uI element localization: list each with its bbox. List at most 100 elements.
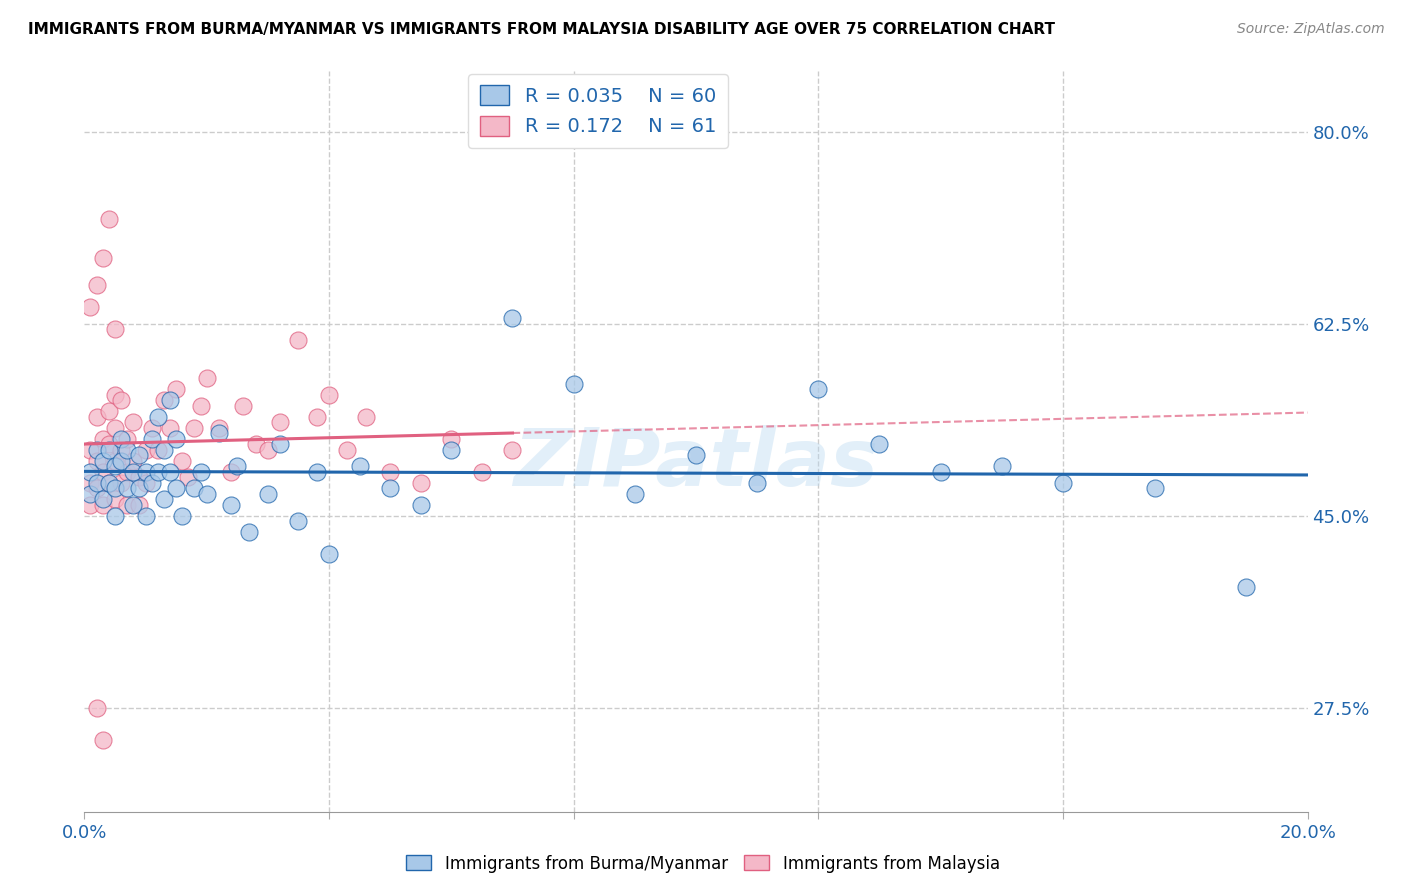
Point bbox=[380, 465, 402, 479]
Point bbox=[110, 393, 132, 408]
Point bbox=[238, 524, 260, 539]
Point bbox=[135, 465, 157, 479]
Point bbox=[349, 459, 371, 474]
Point bbox=[110, 442, 132, 457]
Point bbox=[219, 465, 242, 479]
Point bbox=[440, 432, 463, 446]
Point bbox=[257, 442, 280, 457]
Point bbox=[190, 399, 212, 413]
Point bbox=[91, 251, 114, 265]
Point bbox=[128, 481, 150, 495]
Point bbox=[165, 481, 187, 495]
Point bbox=[269, 415, 291, 429]
Point bbox=[183, 481, 205, 495]
Point bbox=[128, 498, 150, 512]
Point bbox=[97, 437, 120, 451]
Legend: R = 0.035    N = 60, R = 0.172    N = 61: R = 0.035 N = 60, R = 0.172 N = 61 bbox=[468, 74, 728, 148]
Point bbox=[177, 470, 200, 484]
Point bbox=[141, 475, 163, 490]
Text: ZIPatlas: ZIPatlas bbox=[513, 425, 879, 503]
Point bbox=[128, 470, 150, 484]
Point bbox=[122, 465, 145, 479]
Point bbox=[502, 442, 524, 457]
Point bbox=[79, 465, 101, 479]
Point bbox=[991, 459, 1014, 474]
Point bbox=[79, 498, 101, 512]
Point bbox=[153, 442, 176, 457]
Point bbox=[380, 481, 402, 495]
Point bbox=[159, 393, 181, 408]
Point bbox=[1052, 475, 1074, 490]
Point bbox=[128, 448, 150, 462]
Point bbox=[195, 486, 218, 500]
Point bbox=[141, 432, 163, 446]
Point bbox=[165, 432, 187, 446]
Point bbox=[165, 383, 187, 397]
Point bbox=[562, 376, 585, 391]
Point bbox=[318, 547, 340, 561]
Point bbox=[195, 371, 218, 385]
Point bbox=[287, 333, 309, 347]
Point bbox=[104, 322, 127, 336]
Point bbox=[146, 409, 169, 424]
Point bbox=[91, 454, 114, 468]
Point bbox=[153, 492, 176, 507]
Point bbox=[110, 432, 132, 446]
Point bbox=[115, 465, 138, 479]
Point bbox=[409, 475, 432, 490]
Point bbox=[287, 514, 309, 528]
Point bbox=[305, 409, 328, 424]
Point bbox=[104, 388, 127, 402]
Point bbox=[172, 454, 194, 468]
Point bbox=[208, 426, 231, 441]
Point bbox=[86, 442, 108, 457]
Point bbox=[79, 442, 101, 457]
Point bbox=[86, 278, 108, 293]
Point bbox=[122, 415, 145, 429]
Point bbox=[146, 465, 169, 479]
Point bbox=[104, 508, 127, 523]
Point bbox=[91, 498, 114, 512]
Point bbox=[440, 442, 463, 457]
Point bbox=[135, 442, 157, 457]
Point bbox=[869, 437, 891, 451]
Point bbox=[104, 492, 127, 507]
Point bbox=[190, 465, 212, 479]
Point bbox=[336, 442, 359, 457]
Point bbox=[232, 399, 254, 413]
Text: Source: ZipAtlas.com: Source: ZipAtlas.com bbox=[1237, 22, 1385, 37]
Point bbox=[1143, 481, 1166, 495]
Point bbox=[305, 465, 328, 479]
Point bbox=[115, 442, 138, 457]
Point bbox=[122, 498, 145, 512]
Point bbox=[97, 212, 120, 227]
Point bbox=[122, 454, 145, 468]
Point bbox=[110, 475, 132, 490]
Point bbox=[104, 459, 127, 474]
Point bbox=[183, 421, 205, 435]
Point bbox=[97, 475, 120, 490]
Legend: Immigrants from Burma/Myanmar, Immigrants from Malaysia: Immigrants from Burma/Myanmar, Immigrant… bbox=[399, 848, 1007, 880]
Point bbox=[159, 465, 181, 479]
Point bbox=[104, 421, 127, 435]
Point bbox=[159, 421, 181, 435]
Point bbox=[172, 508, 194, 523]
Point bbox=[97, 475, 120, 490]
Point bbox=[97, 442, 120, 457]
Point bbox=[257, 486, 280, 500]
Point bbox=[79, 300, 101, 314]
Point bbox=[685, 448, 707, 462]
Point bbox=[91, 465, 114, 479]
Point bbox=[91, 432, 114, 446]
Point bbox=[929, 465, 952, 479]
Point bbox=[115, 481, 138, 495]
Point bbox=[86, 409, 108, 424]
Point bbox=[86, 475, 108, 490]
Point bbox=[141, 421, 163, 435]
Text: IMMIGRANTS FROM BURMA/MYANMAR VS IMMIGRANTS FROM MALAYSIA DISABILITY AGE OVER 75: IMMIGRANTS FROM BURMA/MYANMAR VS IMMIGRA… bbox=[28, 22, 1054, 37]
Point bbox=[245, 437, 267, 451]
Point bbox=[226, 459, 249, 474]
Point bbox=[269, 437, 291, 451]
Point bbox=[502, 311, 524, 326]
Point bbox=[318, 388, 340, 402]
